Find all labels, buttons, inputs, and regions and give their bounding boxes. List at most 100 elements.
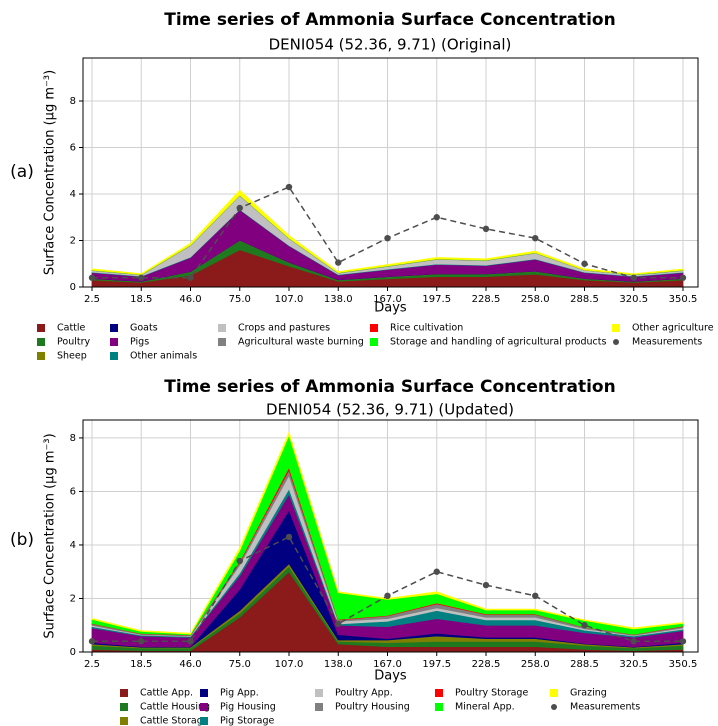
x-tick-label: 350.5 [669,294,698,305]
x-tick-label: 2.5 [84,294,100,305]
legend-swatch [110,338,118,346]
y-axis-label: Surface Concentration (μg m⁻³) [43,433,58,638]
y-tick-label: 2 [70,593,76,604]
x-tick-label: 228.5 [472,659,501,670]
y-tick-label: 4 [70,540,76,551]
legend-label: Other agriculture [632,323,714,334]
legend-swatch [370,324,378,332]
legend-label: Poultry [57,337,90,348]
measurement-point [581,622,588,629]
measurement-point [630,638,637,645]
x-tick-label: 107.0 [275,659,304,670]
legend-swatch [37,338,45,346]
legend-label: Storage and handling of agricultural pro… [390,337,606,348]
measurement-point [88,274,96,281]
legend-label: Pig Storage [220,716,275,726]
x-tick-label: 138.0 [324,659,353,670]
legend-marker [551,704,557,710]
legend-swatch [370,338,378,346]
legend-label: Rice cultivation [390,323,463,334]
legend-swatch [120,717,128,725]
legend-swatch [315,689,323,697]
legend-label: Poultry Housing [335,702,410,713]
measurement-point [138,638,145,645]
x-tick-label: 197.5 [422,659,451,670]
legend-label: Measurements [570,702,640,713]
plot-frame [82,419,699,653]
x-tick-label: 258.0 [521,294,550,305]
x-tick-label: 46.0 [179,659,201,670]
legend-swatch [435,689,443,697]
measurement-point [187,274,194,281]
measurement-point [679,274,687,281]
y-axis-label: Surface Concentration (μg m⁻³) [43,70,58,275]
legend-label: Measurements [632,337,702,348]
y-tick-label: 2 [70,236,76,247]
x-axis-label: Days [374,301,407,316]
legend-swatch [37,352,45,360]
plot-frame [82,57,699,288]
legend-swatch [200,689,208,697]
measurement-point [236,204,243,212]
legend-label: Cattle [57,323,86,334]
legend-swatch [110,352,118,360]
x-tick-label: 320.5 [619,294,648,305]
x-tick-label: 18.5 [130,659,152,670]
legend-swatch [200,717,208,725]
legend-swatch [315,703,323,711]
x-tick-label: 288.5 [570,294,599,305]
x-tick-label: 75.0 [229,659,251,670]
x-tick-label: 350.5 [669,659,698,670]
legend-label: Grazing [570,688,607,699]
legend-label: Pig App. [220,688,259,699]
x-tick-label: 197.5 [422,294,451,305]
y-tick-label: 6 [70,143,76,154]
legend-label: Cattle Housing [140,702,210,713]
measurement-point [335,620,342,628]
legend-label: Cattle Storage [140,716,209,726]
x-tick-label: 2.5 [84,659,100,670]
chart-title: Time series of Ammonia Surface Concentra… [164,10,615,30]
measurement-point [482,225,490,233]
measurement-point [88,638,96,645]
legend-label: Other animals [130,351,197,362]
x-tick-label: 138.0 [324,294,353,305]
legend-label: Poultry App. [335,688,393,699]
legend-label: Crops and pastures [238,323,330,334]
legend-label: Agricultural waste burning [238,337,364,348]
measurement-point [532,592,539,600]
measurement-point [433,568,440,575]
x-tick-label: 258.0 [521,659,550,670]
measurement-point [384,592,391,600]
legend-marker [613,339,619,345]
legend-swatch [218,324,226,332]
y-tick-label: 4 [70,189,76,200]
chart-subtitle: DENI054 (52.36, 9.71) (Updated) [266,401,514,419]
x-tick-label: 167.0 [373,294,402,305]
legend-label: Pigs [130,337,149,348]
x-tick-label: 46.0 [179,294,201,305]
legend-swatch [200,703,208,711]
y-tick-label: 0 [70,647,76,658]
legend-swatch [550,689,558,697]
y-tick-label: 8 [70,433,76,444]
legend-swatch [120,703,128,711]
chart-subtitle: DENI054 (52.36, 9.71) (Original) [269,36,512,54]
legend-swatch [435,703,443,711]
measurement-point [433,214,440,221]
legend-swatch [218,338,226,346]
legend-label: Cattle App. [140,688,193,699]
legend-swatch [120,689,128,697]
legend-swatch [612,324,620,332]
area [91,189,684,275]
x-tick-label: 320.5 [619,659,648,670]
legend-label: Pig Housing [220,702,276,713]
legend-label: Poultry Storage [455,688,528,699]
measurement-point [138,274,145,281]
y-tick-label: 0 [70,282,76,293]
x-tick-label: 18.5 [130,294,152,305]
measurement-point [187,638,194,645]
measurement-point [581,260,588,267]
panel-label: (b) [10,530,34,550]
